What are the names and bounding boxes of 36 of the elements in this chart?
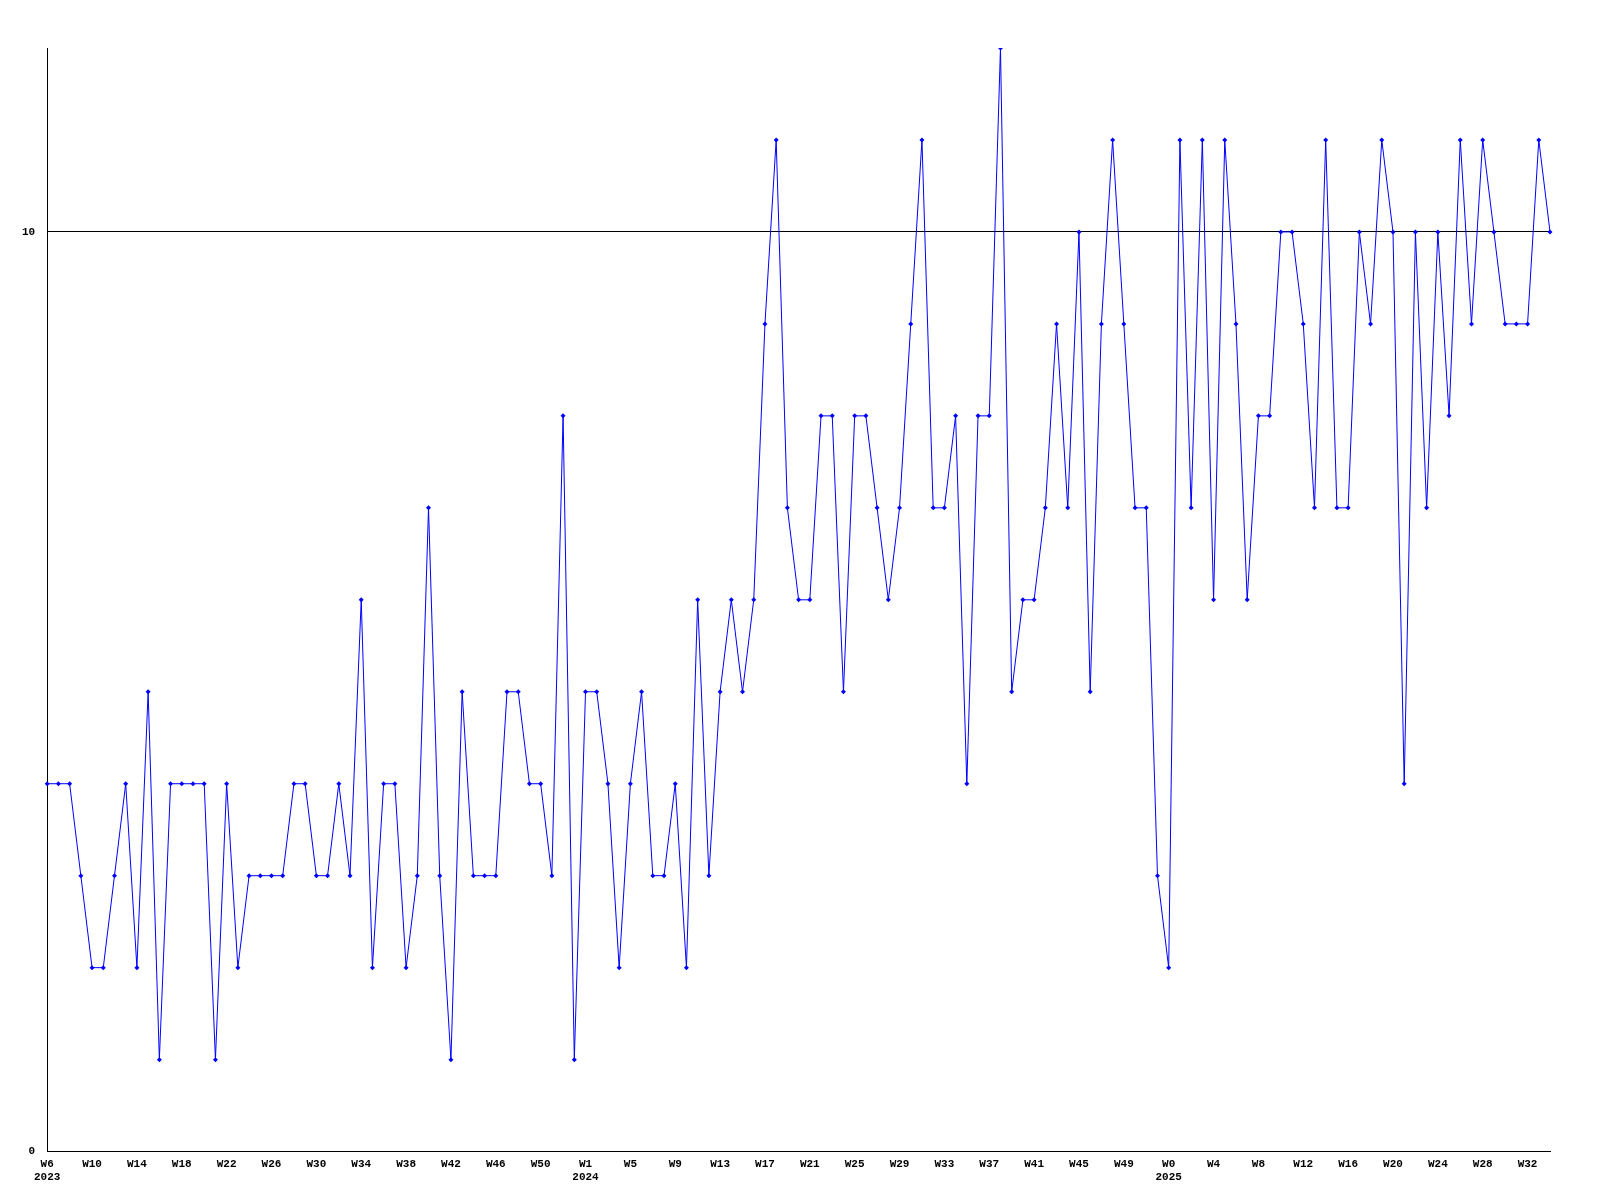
x-tick-label: W37 xyxy=(979,1157,1000,1170)
x-tick-label: W14 xyxy=(127,1157,148,1170)
x-tick-label: W26 xyxy=(261,1157,282,1170)
x-tick-label: W49 xyxy=(1113,1157,1134,1170)
x-tick-label: W41 xyxy=(1024,1157,1045,1170)
y-tick-label: 10 xyxy=(22,225,36,238)
x-tick-label: W10 xyxy=(82,1157,102,1170)
x-tick-label: W1 2024 xyxy=(572,1157,600,1184)
x-tick-label: W20 xyxy=(1383,1157,1403,1170)
x-tick-label: W50 xyxy=(530,1157,551,1170)
x-tick-label: W13 xyxy=(710,1157,731,1170)
x-tick-label: W18 xyxy=(171,1157,193,1170)
x-tick-label: W46 xyxy=(485,1157,506,1170)
x-tick-label: W8 xyxy=(1251,1157,1266,1170)
x-tick-label: W9 xyxy=(668,1157,682,1170)
x-tick-label: W28 xyxy=(1472,1157,1494,1170)
x-tick-label: W22 xyxy=(216,1157,237,1170)
x-tick-label: W0 2025 xyxy=(1155,1157,1183,1184)
x-tick-label: W5 xyxy=(623,1157,638,1170)
x-tick-label: W45 xyxy=(1069,1157,1090,1170)
x-tick-label: W42 xyxy=(441,1157,461,1170)
x-tick-label: W6 2023 xyxy=(34,1157,61,1184)
x-tick-label: W25 xyxy=(844,1157,865,1170)
y-tick-label: 0 xyxy=(28,1145,36,1158)
x-tick-label: W24 xyxy=(1427,1157,1449,1170)
x-tick-label: W17 xyxy=(755,1157,775,1170)
x-tick-label: W38 xyxy=(396,1157,417,1170)
x-tick-label: W32 xyxy=(1517,1157,1538,1170)
x-tick-label: W21 xyxy=(799,1157,821,1170)
x-tick-label: W12 xyxy=(1293,1157,1314,1170)
x-tick-label: W34 xyxy=(351,1157,372,1170)
x-tick-label: W33 xyxy=(934,1157,955,1170)
x-tick-label: W16 xyxy=(1338,1157,1359,1170)
x-tick-label: W30 xyxy=(306,1157,327,1170)
x-tick-label: W4 xyxy=(1206,1157,1221,1170)
x-tick-label: W29 xyxy=(889,1157,910,1170)
